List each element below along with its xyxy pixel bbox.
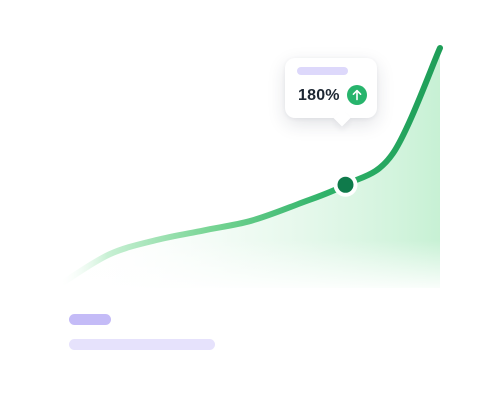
- arrow-up-icon: [352, 89, 362, 101]
- series-line: [59, 45, 443, 287]
- tooltip-value: 180%: [298, 87, 340, 104]
- caption-placeholder-short: [69, 314, 111, 325]
- caption-placeholder-long: [69, 339, 215, 350]
- marker-group: [333, 172, 358, 197]
- value-tooltip: 180%: [285, 58, 377, 118]
- trend-badge: [347, 85, 367, 105]
- highlight-marker[interactable]: [337, 176, 354, 193]
- tooltip-label-placeholder: [297, 67, 348, 75]
